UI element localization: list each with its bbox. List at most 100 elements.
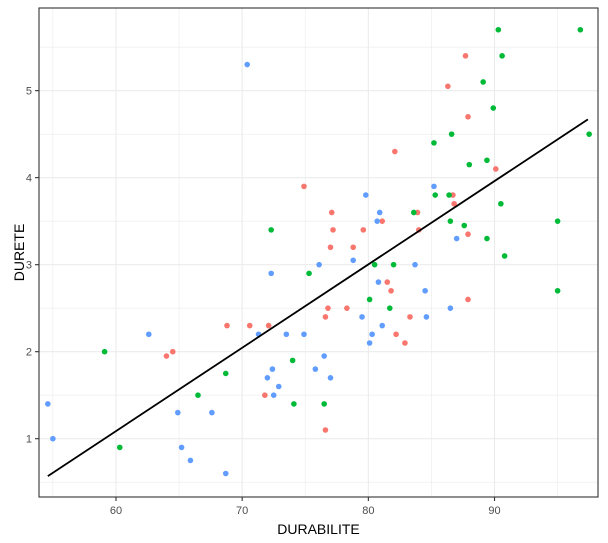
data-point-green [484,235,490,242]
data-point-red [262,392,268,398]
data-point-green [366,296,373,303]
data-point-blue [312,366,319,372]
y-axis-title: DURETE [11,224,27,282]
data-point-green [495,26,502,33]
x-axis-ticks: 60 70 80 90 [110,497,501,517]
data-point-red [462,53,469,59]
data-point-red [384,279,391,285]
data-point-blue [327,374,334,381]
y-tick-label: 2 [26,347,32,359]
data-point-green [268,227,274,233]
data-point-blue [453,235,460,242]
data-point-blue [316,261,322,268]
data-point-green [195,392,201,398]
data-point-blue [270,392,277,398]
data-point-blue [376,209,383,216]
data-point-blue [264,374,271,381]
plot-panel [39,8,598,497]
data-point-red [328,209,335,216]
data-point-blue [423,314,430,320]
data-point-blue [350,257,357,264]
y-tick-label: 5 [26,86,32,98]
data-point-red [344,305,350,311]
data-point-red [327,244,334,251]
x-tick-label: 70 [236,505,248,517]
y-tick-label: 4 [26,173,32,185]
data-point-red [325,305,331,311]
data-point-green [306,270,312,277]
data-point-red [492,166,499,172]
data-point-blue [363,192,369,198]
data-point-blue [269,366,276,372]
regression-line [47,118,589,477]
data-point-blue [422,287,428,294]
data-point-green [410,209,417,216]
x-axis-title: DURABILITE [277,521,359,537]
data-point-red [392,148,398,155]
data-point-green [448,131,455,137]
y-tick-label: 1 [26,434,32,446]
data-point-green [447,218,454,224]
data-point-red [330,227,336,233]
data-point-red [301,183,307,190]
data-point-red [445,83,451,90]
data-point-blue [50,435,56,442]
data-point-red [322,314,329,320]
data-point-blue [145,331,152,338]
data-point-green [461,222,468,229]
data-point-red [246,322,253,329]
data-point-red [388,287,394,294]
data-point-red [163,353,170,359]
data-point-blue [187,457,194,464]
data-point-blue [209,409,215,416]
data-point-green [498,200,504,207]
y-tick-label: 3 [26,260,32,272]
data-point-red [379,218,386,224]
data-point-green [480,79,486,85]
data-point-blue [268,270,274,277]
data-point-red [465,113,471,120]
data-point-red [265,322,272,329]
data-point-blue [283,331,290,338]
data-point-red [350,244,357,251]
data-point-blue [175,409,181,416]
data-point-blue [222,470,229,477]
data-point-green [101,348,108,355]
data-point-green [466,161,473,168]
x-tick-label: 60 [110,505,122,517]
x-tick-label: 90 [488,505,500,517]
major-gridlines [39,8,598,497]
data-point-green [371,261,378,268]
data-point-green [484,157,490,164]
data-point-blue [301,331,307,338]
x-tick-label: 80 [362,505,374,517]
data-point-green [390,261,397,268]
data-point-blue [447,305,454,311]
data-point-blue [244,61,251,68]
data-point-green [431,140,437,146]
data-point-green [386,305,393,311]
data-point-green [446,192,452,198]
data-point-green [499,53,505,59]
data-point-green [577,26,584,33]
minor-gridlines [39,8,598,497]
data-point-blue [366,340,373,346]
data-point-blue [359,314,365,320]
data-point-red [360,227,367,233]
data-point-red [465,231,471,238]
data-point-green [554,287,561,294]
data-point-green [222,370,229,377]
data-point-green [554,218,561,224]
data-point-red [451,200,457,207]
data-point-green [490,105,497,111]
data-point-red [322,427,329,433]
data-point-red [224,322,230,329]
data-point-green [586,131,592,137]
y-axis-ticks: 1 2 3 4 5 [26,86,39,446]
data-point-green [289,357,296,364]
data-point-green [291,401,297,407]
data-point-red [402,340,408,346]
plot-border [38,7,599,498]
data-point-red [169,348,176,355]
